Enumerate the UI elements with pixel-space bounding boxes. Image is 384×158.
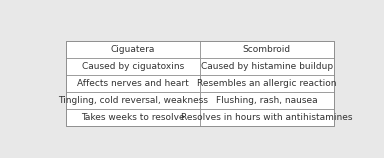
- Polygon shape: [200, 109, 334, 126]
- Text: Tingling, cold reversal, weakness: Tingling, cold reversal, weakness: [58, 96, 208, 105]
- Polygon shape: [66, 41, 200, 58]
- Text: Ciguatera: Ciguatera: [111, 45, 155, 54]
- Text: Flushing, rash, nausea: Flushing, rash, nausea: [216, 96, 318, 105]
- Text: Affects nerves and heart: Affects nerves and heart: [77, 79, 189, 88]
- Polygon shape: [66, 92, 200, 109]
- Text: Caused by ciguatoxins: Caused by ciguatoxins: [82, 62, 184, 71]
- Polygon shape: [200, 92, 334, 109]
- Polygon shape: [66, 58, 200, 75]
- Text: Scombroid: Scombroid: [243, 45, 291, 54]
- Text: Takes weeks to resolve: Takes weeks to resolve: [81, 113, 185, 122]
- Polygon shape: [200, 41, 334, 58]
- Text: Resembles an allergic reaction: Resembles an allergic reaction: [197, 79, 336, 88]
- Polygon shape: [66, 75, 200, 92]
- Polygon shape: [66, 109, 200, 126]
- Text: Resolves in hours with antihistamines: Resolves in hours with antihistamines: [181, 113, 353, 122]
- Text: Caused by histamine buildup: Caused by histamine buildup: [201, 62, 333, 71]
- Polygon shape: [200, 58, 334, 75]
- Polygon shape: [200, 75, 334, 92]
